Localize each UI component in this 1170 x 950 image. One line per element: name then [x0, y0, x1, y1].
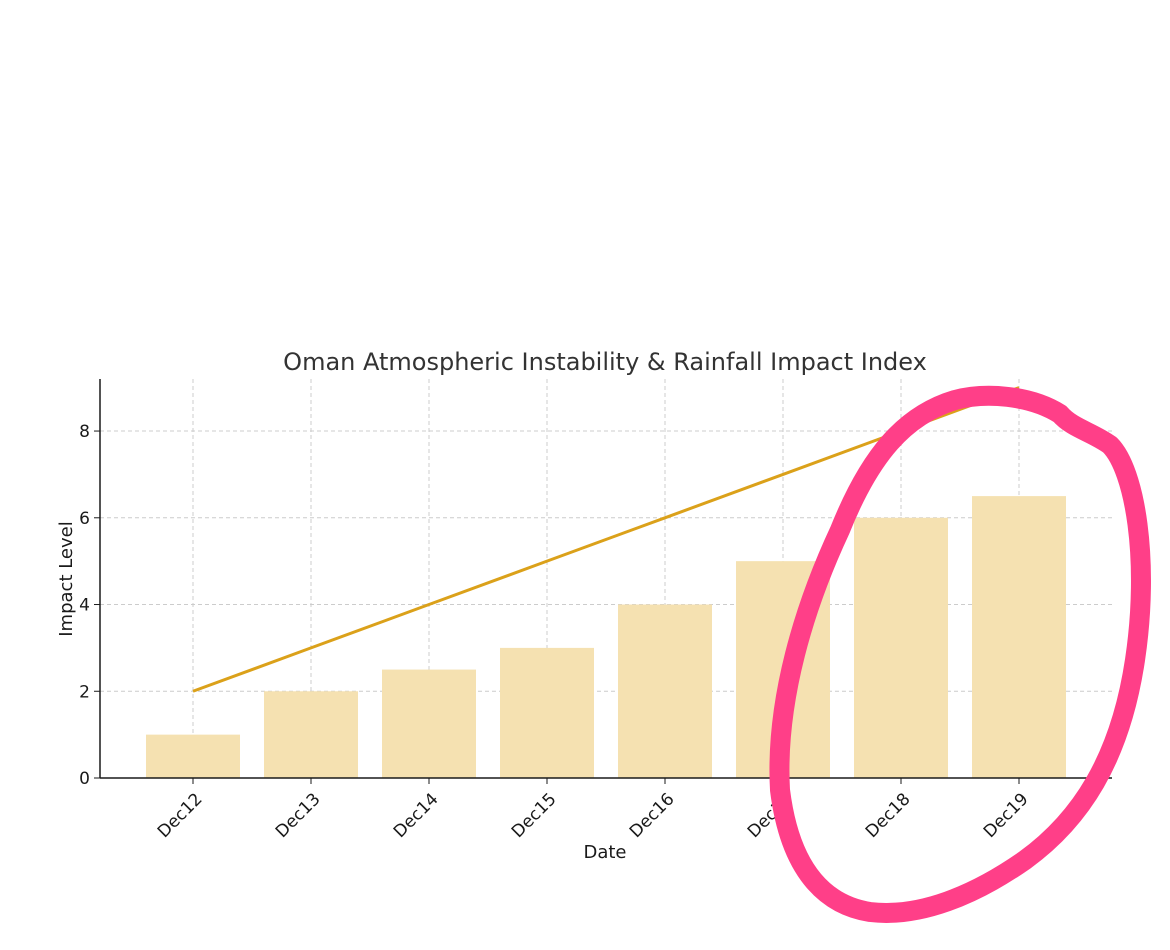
bar-Dec14 — [382, 669, 476, 778]
x-tick-label: Dec15 — [508, 789, 561, 842]
bar-Dec15 — [500, 647, 594, 778]
y-tick-label: 4 — [79, 596, 90, 616]
bar-Dec18 — [854, 517, 948, 778]
bar-Dec13 — [264, 691, 358, 778]
bar-Dec16 — [618, 604, 712, 778]
x-axis-label: Date — [583, 842, 626, 863]
y-axis-label: Impact Level — [56, 521, 77, 637]
x-tick-label: Dec16 — [626, 789, 679, 842]
bar-Dec12 — [146, 734, 240, 778]
x-tick-label: Dec19 — [980, 789, 1033, 842]
x-tick-label: Dec13 — [272, 789, 325, 842]
x-tick-label: Dec14 — [390, 789, 443, 842]
x-tick-label: Dec12 — [154, 789, 207, 842]
highlight-annotation — [769, 385, 1151, 923]
y-tick-label: 8 — [79, 422, 90, 442]
axes — [94, 379, 1112, 784]
bar-Dec19 — [972, 496, 1066, 778]
grid — [100, 379, 1112, 779]
chart-title: Oman Atmospheric Instability & Rainfall … — [283, 348, 927, 376]
x-tick-label: Dec18 — [862, 789, 915, 842]
y-tick-label: 6 — [79, 509, 90, 529]
y-tick-label: 0 — [79, 769, 90, 789]
y-tick-label: 2 — [79, 682, 90, 702]
